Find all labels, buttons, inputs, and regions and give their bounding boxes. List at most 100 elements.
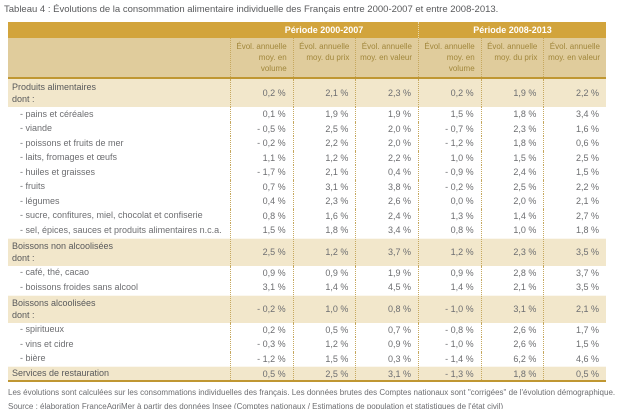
value-cell: 0,9 % bbox=[292, 265, 356, 280]
value-cell: 1,2 % bbox=[418, 238, 481, 266]
value-cell: 1,7 % bbox=[543, 322, 606, 337]
value-cell: - 0,2 % bbox=[230, 136, 293, 151]
value-cell: 2,1 % bbox=[292, 79, 356, 107]
row-label: - huiles et graisses bbox=[20, 166, 96, 177]
table-row: - fruits 0,7 % 3,1 % 3,8 % - 0,2 % 2,5 % 2,2 % bbox=[8, 179, 606, 194]
table-row: - boissons froides sans alcool 3,1 % 1,4 %… bbox=[8, 280, 606, 295]
row-label: - légumes bbox=[20, 195, 60, 206]
table-body: Produits alimentaires dont :0,2 % 2,1 % 2,3… bbox=[8, 79, 606, 380]
value-cell: - 1,0 % bbox=[418, 337, 481, 352]
value-cell: - 1,2 % bbox=[418, 136, 481, 151]
value-cell: 2,1 % bbox=[292, 165, 356, 180]
value-cell: 0,3 % bbox=[355, 351, 418, 366]
value-cell: 2,8 % bbox=[480, 265, 544, 280]
footnote-source: Source : élaboration FranceAgriMer à par… bbox=[8, 401, 504, 409]
value-cell: 2,6 % bbox=[480, 322, 544, 337]
value-cell: - 1,4 % bbox=[418, 351, 481, 366]
row-label: - spiritueux bbox=[20, 324, 65, 335]
value-cell: 1,4 % bbox=[418, 280, 481, 295]
value-cell: 1,5 % bbox=[543, 337, 606, 352]
row-label: - sel, épices, sauces et produits alimen… bbox=[20, 224, 222, 235]
value-cell: 4,5 % bbox=[355, 280, 418, 295]
value-cell: 2,6 % bbox=[480, 337, 544, 352]
value-cell: - 0,5 % bbox=[230, 121, 293, 136]
value-cell: 2,4 % bbox=[355, 208, 418, 223]
value-cell: 2,0 % bbox=[355, 121, 418, 136]
value-cell: 1,8 % bbox=[543, 223, 606, 238]
value-cell: 3,4 % bbox=[543, 107, 606, 122]
value-cell: 2,5 % bbox=[543, 150, 606, 165]
value-cell: 3,5 % bbox=[543, 238, 606, 266]
period-band: Période 2000-2007 Période 2008-2013 bbox=[8, 22, 606, 38]
table-row: - pains et céréales 0,1 % 1,9 % 1,9 % 1,5 % 1… bbox=[8, 107, 606, 122]
row-label: - vins et cidre bbox=[20, 338, 74, 349]
value-cell: 1,6 % bbox=[292, 208, 356, 223]
footnote-methodology: Les évolutions sont calculées sur les co… bbox=[8, 388, 616, 397]
value-cell: 0,6 % bbox=[543, 136, 606, 151]
value-cell: 3,7 % bbox=[355, 238, 418, 266]
value-cell: - 0,7 % bbox=[418, 121, 481, 136]
table-row: - bière - 1,2 % 1,5 % 0,3 % - 1,4 % 6,2 % 4,6 … bbox=[8, 351, 606, 366]
value-cell: 1,9 % bbox=[292, 107, 356, 122]
table-row: - viande - 0,5 % 2,5 % 2,0 % - 0,7 % 2,3 % 1,6… bbox=[8, 121, 606, 136]
value-cell: 3,1 % bbox=[355, 367, 418, 380]
value-cell: 3,1 % bbox=[292, 179, 356, 194]
value-cell: 1,4 % bbox=[292, 280, 356, 295]
value-cell: - 0,2 % bbox=[418, 179, 481, 194]
value-cell: 2,1 % bbox=[480, 280, 544, 295]
value-cell: 2,5 % bbox=[292, 121, 356, 136]
subheader-label-spacer bbox=[8, 38, 230, 77]
table-row: Services de restauration 0,5 % 2,5 % 3,1 % -… bbox=[8, 366, 606, 380]
row-label: - bière bbox=[20, 353, 46, 364]
page-title: Tableau 4 : Évolutions de la consommatio… bbox=[4, 4, 499, 15]
value-cell: - 1,2 % bbox=[230, 351, 293, 366]
column-header: Évol. annuelle moy. en volume bbox=[230, 38, 293, 77]
value-cell: 4,6 % bbox=[543, 351, 606, 366]
value-cell: 2,3 % bbox=[355, 79, 418, 107]
value-cell: 1,8 % bbox=[480, 367, 544, 380]
row-label: Boissons non alcoolisées dont : bbox=[12, 240, 114, 264]
value-cell: 0,1 % bbox=[230, 107, 293, 122]
row-label: Services de restauration bbox=[12, 368, 110, 379]
value-cell: 2,1 % bbox=[543, 194, 606, 209]
row-label: - fruits bbox=[20, 181, 46, 192]
value-cell: 1,0 % bbox=[292, 295, 356, 323]
value-cell: 2,2 % bbox=[355, 150, 418, 165]
row-label: - sucre, confitures, miel, chocolat et c… bbox=[20, 210, 203, 221]
footnotes: Les évolutions sont calculées sur les co… bbox=[8, 386, 622, 409]
value-cell: - 1,0 % bbox=[418, 295, 481, 323]
column-header: Évol. annuelle moy. du prix bbox=[292, 38, 356, 77]
value-cell: 0,4 % bbox=[230, 194, 293, 209]
value-cell: 3,1 % bbox=[230, 280, 293, 295]
value-cell: 0,2 % bbox=[230, 79, 293, 107]
value-cell: 3,8 % bbox=[355, 179, 418, 194]
subheader-row: Évol. annuelle moy. en volume Évol. annuel… bbox=[8, 38, 606, 79]
row-label: - poissons et fruits de mer bbox=[20, 137, 124, 148]
value-cell: 2,2 % bbox=[543, 79, 606, 107]
value-cell: 2,3 % bbox=[480, 121, 544, 136]
value-cell: 2,0 % bbox=[480, 194, 544, 209]
value-cell: 0,9 % bbox=[230, 265, 293, 280]
value-cell: 1,8 % bbox=[480, 107, 544, 122]
value-cell: 0,0 % bbox=[418, 194, 481, 209]
table-row: - sucre, confitures, miel, chocolat et c… bbox=[8, 208, 606, 223]
value-cell: 6,2 % bbox=[480, 351, 544, 366]
value-cell: 0,8 % bbox=[418, 223, 481, 238]
value-cell: - 0,3 % bbox=[230, 337, 293, 352]
row-label: - boissons froides sans alcool bbox=[20, 281, 139, 292]
row-label: - pains et céréales bbox=[20, 108, 94, 119]
period-2-header: Période 2008-2013 bbox=[418, 22, 606, 38]
value-cell: 2,5 % bbox=[292, 367, 356, 380]
value-cell: 0,8 % bbox=[355, 295, 418, 323]
value-cell: 0,2 % bbox=[418, 79, 481, 107]
table-row: - laits, fromages et œufs 1,1 % 1,2 % 2,2 %… bbox=[8, 150, 606, 165]
value-cell: 1,2 % bbox=[292, 337, 356, 352]
row-label: Boissons alcoolisées dont : bbox=[12, 297, 96, 321]
value-cell: 1,0 % bbox=[480, 223, 544, 238]
value-cell: 1,3 % bbox=[418, 208, 481, 223]
table-row: - café, thé, cacao 0,9 % 0,9 % 1,9 % 0,9 % 2,… bbox=[8, 265, 606, 280]
row-label: - viande bbox=[20, 123, 53, 134]
table-row: - sel, épices, sauces et produits alimen… bbox=[8, 223, 606, 238]
consumption-table: Période 2000-2007 Période 2008-2013 Évol… bbox=[8, 22, 606, 382]
